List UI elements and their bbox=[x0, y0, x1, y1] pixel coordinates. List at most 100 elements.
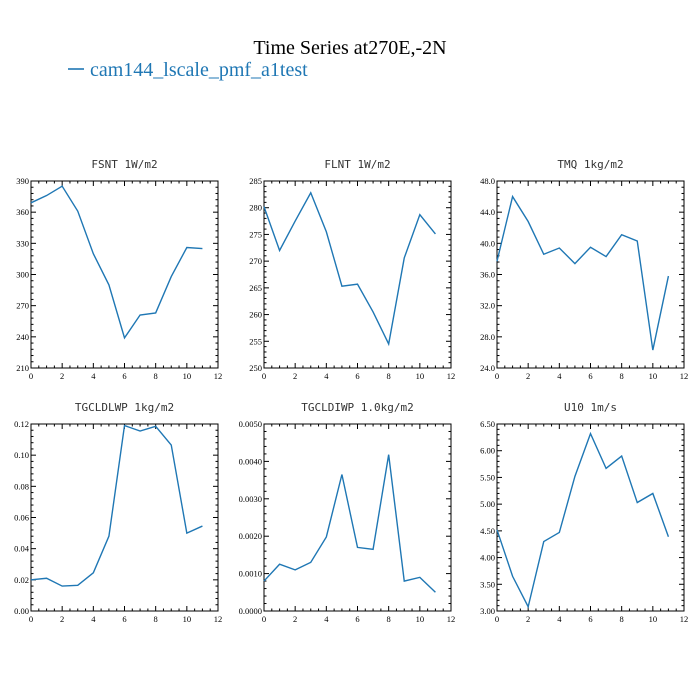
x-tick-label: 10 bbox=[416, 371, 425, 381]
plot-frame bbox=[496, 423, 685, 612]
y-tick-label: 5.50 bbox=[480, 472, 495, 482]
panel-title: TMQ 1kg/m2 bbox=[557, 158, 623, 171]
x-tick-label: 4 bbox=[324, 371, 329, 381]
plot-frame bbox=[496, 180, 685, 369]
y-tick-label: 300 bbox=[16, 270, 29, 280]
y-tick-label: 0.0000 bbox=[239, 606, 262, 616]
y-tick-label: 5.00 bbox=[480, 499, 495, 509]
x-tick-label: 8 bbox=[154, 614, 158, 624]
plot-frame bbox=[30, 423, 219, 612]
x-tick-label: 2 bbox=[293, 371, 297, 381]
y-tick-label: 360 bbox=[16, 207, 29, 217]
panel-title: FSNT 1W/m2 bbox=[91, 158, 157, 171]
x-tick-label: 6 bbox=[588, 614, 592, 624]
x-tick-label: 12 bbox=[680, 614, 689, 624]
y-tick-label: 0.04 bbox=[14, 544, 30, 554]
x-tick-label: 2 bbox=[526, 371, 530, 381]
x-tick-label: 4 bbox=[324, 614, 329, 624]
x-tick-label: 8 bbox=[620, 371, 624, 381]
x-tick-label: 8 bbox=[154, 371, 158, 381]
y-tick-label: 260 bbox=[249, 310, 262, 320]
panels: FSNT 1W/m20 2 4 6 8 10 12210240270300330360390… bbox=[14, 158, 688, 624]
series-line bbox=[263, 191, 436, 347]
x-tick-label: 8 bbox=[387, 614, 391, 624]
y-tick-label: 210 bbox=[16, 363, 29, 373]
panel-title: FLNT 1W/m2 bbox=[324, 158, 390, 171]
x-tick-label: 6 bbox=[122, 371, 126, 381]
y-tick-label: 0.10 bbox=[14, 450, 29, 460]
y-tick-label: 0.0040 bbox=[239, 456, 262, 466]
y-tick-label: 36.0 bbox=[480, 270, 495, 280]
panel-1: FLNT 1W/m2 0 2 4 6 8 10 12 250 255 260 265 270 275 280… bbox=[249, 158, 455, 381]
x-tick-label: 10 bbox=[416, 614, 425, 624]
y-tick-label: 390 bbox=[16, 176, 29, 186]
x-tick-label: 0 bbox=[29, 371, 33, 381]
y-tick-label: 0.0050 bbox=[239, 419, 262, 429]
y-tick-label: 4.50 bbox=[480, 526, 495, 536]
x-tick-label: 12 bbox=[214, 371, 223, 381]
series-line bbox=[496, 431, 670, 609]
x-tick-label: 0 bbox=[495, 614, 499, 624]
y-tick-label: 0.12 bbox=[14, 419, 29, 429]
panel-2: TMQ 1kg/m2 0 2 4 6 8 10 12 24.0 28.0 32.0 36.0 40.0 4… bbox=[480, 158, 688, 381]
y-tick-label: 0.08 bbox=[14, 481, 29, 491]
y-tick-label: 6.50 bbox=[480, 419, 495, 429]
figure-title: Time Series at270E,-2N bbox=[253, 37, 446, 59]
y-tick-label: 250 bbox=[249, 363, 262, 373]
y-tick-label: 0.06 bbox=[14, 513, 29, 523]
x-tick-label: 8 bbox=[387, 371, 391, 381]
y-tick-label: 28.0 bbox=[480, 332, 495, 342]
x-tick-label: 4 bbox=[557, 371, 562, 381]
x-tick-label: 10 bbox=[649, 371, 658, 381]
series-line bbox=[30, 424, 203, 587]
plot-frame bbox=[263, 423, 452, 612]
x-tick-label: 0 bbox=[495, 371, 499, 381]
x-tick-label: 0 bbox=[29, 614, 33, 624]
panel-5: U10 1m/s 0 2 4 6 8 10 12 3.00 3.50 4.00 4.50 5.00 5.5… bbox=[480, 401, 688, 624]
y-tick-label: 6.00 bbox=[480, 446, 495, 456]
x-tick-label: 0 bbox=[262, 371, 266, 381]
x-tick-label: 12 bbox=[447, 614, 456, 624]
x-tick-label: 10 bbox=[183, 371, 192, 381]
panel-title: TGCLDLWP 1kg/m2 bbox=[75, 401, 174, 414]
x-tick-label: 2 bbox=[293, 614, 297, 624]
y-tick-label: 270 bbox=[16, 301, 29, 311]
panel-4: TGCLDIWP 1.0kg/m2 0 2 4 6 8 10 12 0.0000 0.0010 0.… bbox=[239, 401, 456, 624]
y-tick-label: 0.0030 bbox=[239, 494, 262, 504]
y-tick-label: 48.0 bbox=[480, 176, 495, 186]
plot-frame bbox=[30, 180, 219, 369]
series-line bbox=[263, 454, 436, 593]
y-tick-label: 285 bbox=[249, 176, 262, 186]
panel-title: U10 1m/s bbox=[564, 401, 617, 414]
x-tick-label: 4 bbox=[91, 614, 96, 624]
x-tick-label: 4 bbox=[91, 371, 96, 381]
x-tick-label: 6 bbox=[355, 614, 359, 624]
x-tick-label: 10 bbox=[649, 614, 658, 624]
x-tick-label: 4 bbox=[557, 614, 562, 624]
y-tick-label: 280 bbox=[249, 203, 262, 213]
series-line bbox=[496, 194, 670, 351]
x-tick-label: 12 bbox=[680, 371, 689, 381]
y-tick-label: 3.00 bbox=[480, 606, 495, 616]
x-tick-label: 12 bbox=[214, 614, 223, 624]
series-line bbox=[30, 185, 203, 340]
y-tick-label: 0.02 bbox=[14, 575, 29, 585]
x-tick-label: 6 bbox=[588, 371, 592, 381]
y-tick-label: 0.0020 bbox=[239, 531, 262, 541]
panel-title: TGCLDIWP 1.0kg/m2 bbox=[301, 401, 414, 414]
y-tick-label: 40.0 bbox=[480, 238, 495, 248]
x-tick-label: 2 bbox=[60, 614, 64, 624]
x-tick-label: 8 bbox=[620, 614, 624, 624]
y-tick-label: 4.00 bbox=[480, 553, 495, 563]
y-tick-label: 32.0 bbox=[480, 301, 495, 311]
x-tick-label: 10 bbox=[183, 614, 192, 624]
panel-3: TGCLDLWP 1kg/m2 0 2 4 6 8 10 12 0.00 0.02 0.04 0.06… bbox=[14, 401, 222, 624]
y-tick-label: 275 bbox=[249, 229, 262, 239]
y-tick-label: 330 bbox=[16, 238, 29, 248]
x-tick-label: 12 bbox=[447, 371, 456, 381]
x-tick-label: 2 bbox=[60, 371, 64, 381]
legend-label: cam144_lscale_pmf_a1test bbox=[90, 59, 308, 81]
y-tick-label: 3.50 bbox=[480, 579, 495, 589]
panel-0: FSNT 1W/m2 0 2 4 6 8 10 12 210 240 270 300 330 360 390 bbox=[16, 158, 222, 381]
